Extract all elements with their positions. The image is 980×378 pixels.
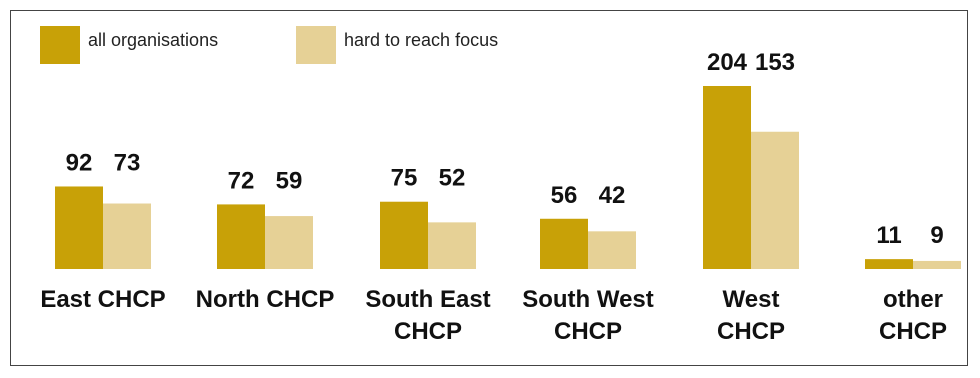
value-label-4-2: 42 — [599, 182, 626, 209]
bar-4-2 — [588, 231, 636, 269]
category-label-2-1: North CHCP — [196, 286, 335, 313]
bar-6-1 — [865, 259, 913, 269]
value-label-2-2: 59 — [276, 167, 303, 194]
category-label-5-1: West — [723, 286, 780, 313]
bar-2-2 — [265, 216, 313, 269]
category-label-3-1: South East — [365, 286, 490, 313]
value-label-6-1: 11 — [876, 222, 901, 249]
category-label-1-1: East CHCP — [40, 286, 165, 313]
legend-label-2: hard to reach focus — [344, 30, 498, 50]
bar-3-2 — [428, 222, 476, 269]
category-label-3-2: CHCP — [394, 318, 462, 345]
legend-label-1: all organisations — [88, 30, 218, 50]
category-label-4-2: CHCP — [554, 318, 622, 345]
value-label-1-2: 73 — [114, 149, 141, 176]
bar-1-2 — [103, 203, 151, 269]
chart-frame — [10, 10, 968, 366]
bar-4-1 — [540, 218, 588, 269]
bar-6-2 — [913, 260, 961, 269]
bar-5-2 — [751, 131, 799, 269]
legend-swatch-1 — [40, 26, 80, 64]
legend-swatch-2 — [296, 26, 336, 64]
bar-3-1 — [380, 201, 428, 269]
bar-1-1 — [55, 186, 103, 269]
bar-2-1 — [217, 204, 265, 269]
value-label-5-1: 204 — [707, 49, 748, 76]
category-label-5-2: CHCP — [717, 318, 785, 345]
category-label-6-2: CHCP — [879, 318, 947, 345]
value-label-4-1: 56 — [551, 182, 578, 209]
category-label-6-1: other — [883, 286, 943, 313]
value-labels: 92 73 72 59 75 52 56 42 204 153 11 9 — [66, 49, 944, 249]
value-label-6-2: 9 — [930, 222, 943, 249]
legend: all organisations hard to reach focus — [40, 26, 498, 64]
category-label-4-1: South West — [522, 286, 654, 313]
value-label-1-1: 92 — [66, 149, 93, 176]
value-label-3-1: 75 — [391, 165, 418, 192]
category-labels: East CHCP North CHCP South East CHCP South W… — [40, 286, 947, 345]
value-label-2-1: 72 — [228, 167, 255, 194]
value-label-5-2: 153 — [755, 49, 795, 76]
bar-5-1 — [703, 86, 751, 269]
value-label-3-2: 52 — [439, 165, 466, 192]
bars — [55, 86, 961, 269]
